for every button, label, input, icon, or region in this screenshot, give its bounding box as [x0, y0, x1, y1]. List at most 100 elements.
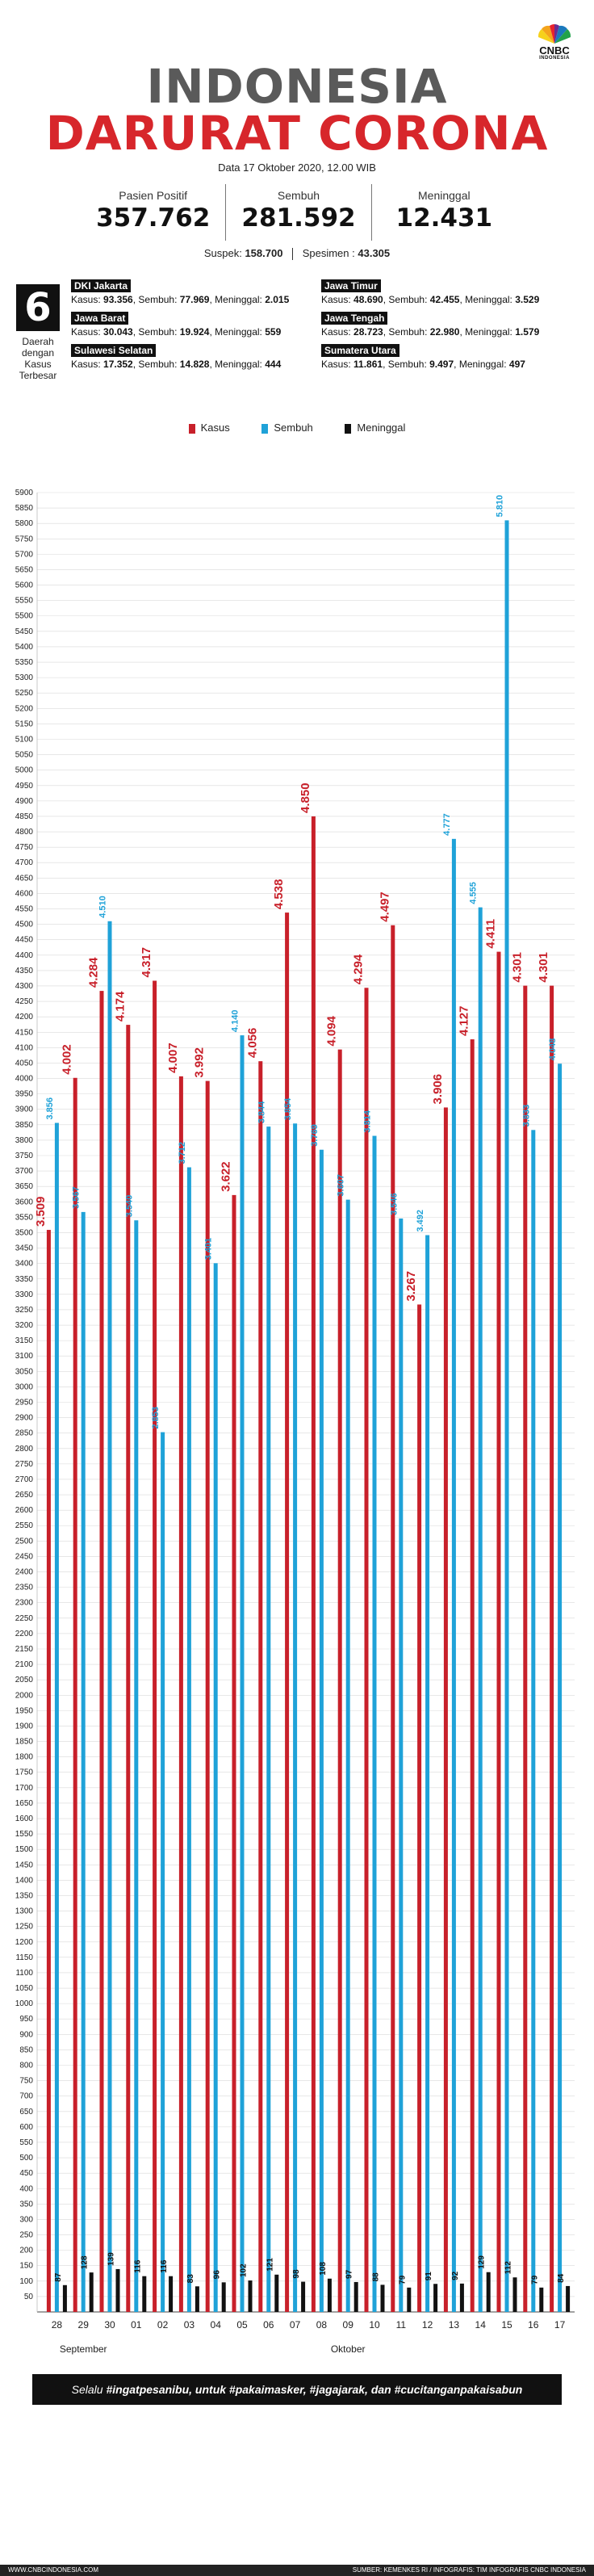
y-tick-label: 1150: [15, 1953, 33, 1962]
bar-meninggal: [301, 2281, 306, 2312]
data-label-meninggal: 139: [107, 2252, 116, 2266]
bar-meninggal: [89, 2272, 94, 2312]
y-tick-label: 2300: [15, 1599, 34, 1608]
y-tick-label: 5900: [15, 489, 34, 497]
data-label-kasus: 4.002: [61, 1044, 74, 1075]
y-tick-label: 2400: [15, 1568, 34, 1577]
x-tick-label: 02: [157, 2319, 169, 2331]
y-tick-label: 250: [19, 2231, 33, 2240]
y-tick-label: 300: [19, 2215, 33, 2224]
logo-text: CNBC: [539, 44, 570, 57]
data-label-sembuh: 3.833: [521, 1105, 531, 1127]
region-count: 6: [16, 284, 60, 331]
title-line-1: INDONESIA: [146, 59, 448, 114]
bar-kasus: [443, 1107, 448, 2312]
y-tick-label: 5550: [15, 597, 34, 606]
region-jawa-barat: Jawa Barat Kasus: 30.043, Sembuh: 19.924…: [71, 312, 281, 338]
region-caption: Daerah dengan Kasus Terbesar: [19, 336, 57, 381]
stat-sembuh: Sembuh 281.592: [226, 184, 372, 241]
y-tick-label: 5350: [15, 658, 34, 667]
y-tick-label: 3850: [15, 1121, 34, 1130]
y-tick-label: 2050: [15, 1676, 34, 1684]
bar-meninggal: [195, 2286, 199, 2312]
y-tick-label: 4950: [15, 782, 34, 791]
y-tick-label: 2800: [15, 1445, 34, 1454]
data-label-meninggal: 96: [213, 2270, 222, 2280]
data-label-sembuh: 4.555: [469, 882, 479, 904]
data-label-sembuh: 3.844: [257, 1101, 266, 1123]
x-tick-label: 28: [52, 2319, 63, 2331]
data-label-kasus: 4.301: [510, 952, 524, 983]
data-label-meninggal: 121: [266, 2258, 274, 2272]
stat-positif: Pasien Positif 357.762: [81, 184, 227, 241]
y-tick-label: 4100: [15, 1043, 34, 1052]
data-label-sembuh: 3.814: [363, 1110, 373, 1132]
y-tick-label: 3800: [15, 1136, 34, 1145]
y-tick-label: 4850: [15, 812, 34, 821]
region-sumatera-utara: Sumatera Utara Kasus: 11.861, Sembuh: 9.…: [321, 344, 525, 370]
y-tick-label: 2950: [15, 1399, 34, 1408]
sub-stats: Suspek: 158.700 Spesimen : 43.305: [0, 247, 594, 261]
y-tick-label: 5400: [15, 643, 34, 652]
data-label-sembuh: 3.401: [204, 1238, 214, 1261]
bar-meninggal: [380, 2284, 385, 2312]
bar-meninggal: [274, 2274, 279, 2312]
source-credit: SUMBER: KEMENKES RI / INFOGRAFIS: TIM IN…: [352, 2566, 586, 2574]
y-tick-label: 5300: [15, 673, 34, 682]
message-band: Selalu #ingatpesanibu, untuk #pakaimaske…: [32, 2374, 562, 2405]
data-label-kasus: 4.174: [113, 991, 127, 1022]
x-tick-label: 30: [104, 2319, 115, 2331]
data-label-meninggal: 108: [319, 2262, 328, 2276]
y-tick-label: 5050: [15, 751, 34, 760]
data-date: Data 17 Oktober 2020, 12.00 WIB: [218, 162, 376, 174]
y-tick-label: 3450: [15, 1244, 34, 1253]
y-tick-label: 4400: [15, 951, 34, 960]
legend-swatch: [188, 423, 195, 434]
legend-sembuh: Sembuh: [261, 422, 313, 434]
cnbc-logo: CNBC INDONESIA: [529, 24, 579, 61]
y-tick-label: 4600: [15, 889, 34, 898]
data-label-meninggal: 83: [186, 2274, 195, 2284]
chart-legend: Kasus Sembuh Meninggal: [0, 422, 594, 434]
y-tick-label: 5100: [15, 735, 34, 744]
data-label-meninggal: 102: [240, 2263, 249, 2277]
y-tick-label: 5600: [15, 581, 34, 590]
website-link[interactable]: WWW.CNBCINDONESIA.COM: [8, 2566, 98, 2574]
y-tick-label: 750: [19, 2077, 33, 2086]
y-tick-label: 850: [19, 2045, 33, 2054]
stat-value: 281.592: [241, 203, 356, 233]
bar-sembuh: [266, 1126, 271, 2312]
x-tick-label: 14: [475, 2319, 487, 2331]
bar-meninggal: [353, 2281, 358, 2312]
y-tick-label: 3100: [15, 1352, 34, 1361]
y-tick-label: 3300: [15, 1290, 34, 1299]
bar-kasus: [153, 980, 157, 2312]
data-label-sembuh: 5.810: [496, 495, 505, 518]
data-label-meninggal: 87: [54, 2272, 63, 2282]
data-label-kasus: 3.509: [34, 1196, 48, 1227]
region-detail: Kasus: 17.352, Sembuh: 14.828, Meninggal…: [71, 359, 282, 370]
data-label-meninggal: 129: [478, 2255, 487, 2269]
data-label-sembuh: 3.540: [124, 1195, 134, 1218]
y-tick-label: 150: [19, 2262, 33, 2271]
y-tick-label: 2550: [15, 1521, 34, 1530]
y-tick-label: 100: [19, 2277, 33, 2286]
bar-kasus: [99, 991, 104, 2312]
data-label-meninggal: 116: [160, 2259, 169, 2273]
region-detail: Kasus: 28.723, Sembuh: 22.980, Meninggal…: [321, 326, 540, 338]
bar-kasus: [311, 816, 316, 2312]
y-tick-label: 2500: [15, 1537, 34, 1546]
y-tick-label: 5000: [15, 766, 34, 775]
data-label-sembuh: 4.510: [98, 896, 108, 918]
y-tick-label: 2650: [15, 1491, 34, 1500]
data-label-meninggal: 128: [81, 2255, 90, 2269]
y-tick-label: 5200: [15, 704, 34, 713]
bar-meninggal: [221, 2282, 226, 2312]
bar-kasus: [391, 925, 395, 2312]
data-label-sembuh: 3.712: [178, 1142, 187, 1164]
y-tick-label: 900: [19, 2030, 33, 2039]
legend-kasus: Kasus: [188, 422, 230, 434]
bar-kasus: [232, 1194, 236, 2312]
y-tick-label: 2750: [15, 1460, 34, 1469]
data-label-meninggal: 79: [530, 2275, 539, 2284]
